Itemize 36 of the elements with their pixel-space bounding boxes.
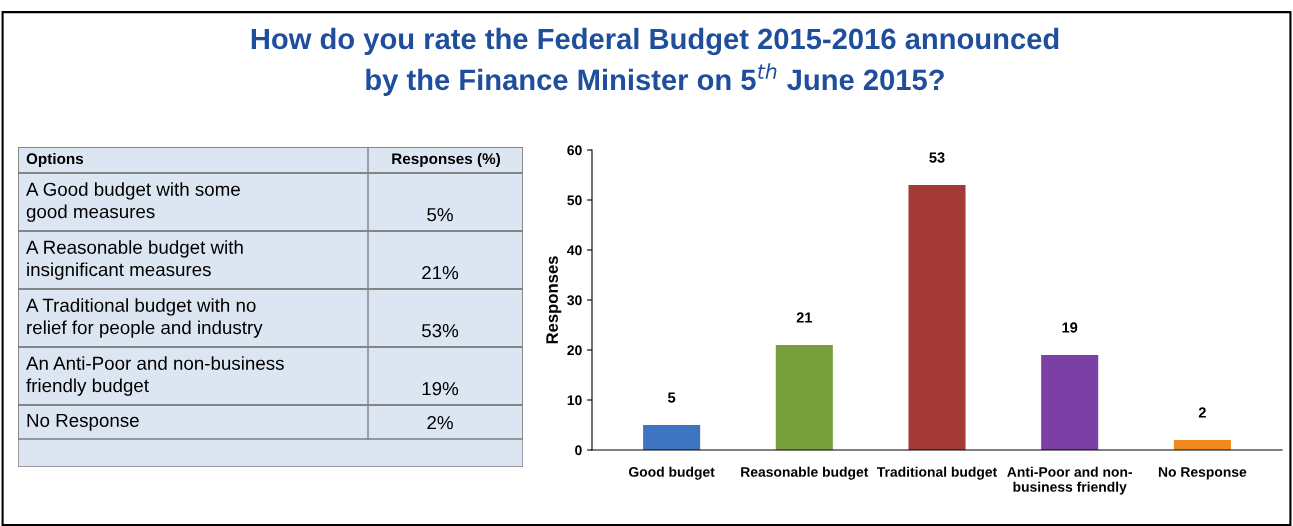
text: 2%	[427, 416, 453, 430]
category-label: An Anti-Poor and non-business friendly budget	[26, 356, 284, 396]
y-tick-label: 10	[567, 395, 582, 406]
x-tick-label: Reasonable budget	[741, 466, 869, 480]
category-label: A Reasonable budget with insignificant measures	[26, 240, 243, 280]
text: 5%	[427, 208, 453, 222]
y-axis-title: Responses	[546, 256, 562, 344]
y-tick-label: 60	[567, 145, 582, 156]
category-label: A Traditional budget with no relief for people and industry	[26, 298, 263, 338]
x-tick-label: No Response	[1158, 467, 1247, 480]
text: 53%	[421, 324, 459, 338]
bar	[1173, 440, 1231, 450]
y-tick-label: 0	[575, 445, 582, 456]
y-tick-label: 20	[567, 345, 582, 356]
data-label: 5	[668, 392, 676, 403]
bar	[1041, 355, 1099, 450]
category-label: No Response	[27, 413, 139, 431]
chart-title: How do you rate the Federal Budget 2015-2016 announced by the Finance Minister on 5$^{th}$ June 2015?	[251, 27, 1059, 96]
bar	[643, 425, 701, 450]
y-tick-label: 40	[567, 245, 582, 256]
text: Responses (%)	[392, 152, 500, 168]
data-label: 2	[1198, 407, 1206, 418]
y-tick-label: 30	[567, 295, 582, 306]
x-tick-label: Anti-Poor and non- business friendly	[1007, 466, 1133, 495]
x-tick-label: Good budget	[628, 466, 715, 480]
category-label: A Good budget with some good measures	[26, 182, 240, 222]
text: 19%	[422, 382, 459, 396]
y-tick-label: 50	[567, 195, 582, 206]
data-label: 21	[796, 312, 813, 323]
data-label: 53	[929, 152, 945, 163]
x-tick-label: Traditional budget	[876, 466, 998, 480]
bar	[775, 345, 833, 450]
data-label: 19	[1062, 322, 1078, 333]
bar	[908, 185, 966, 450]
text: 21%	[422, 266, 459, 280]
text: Options	[26, 152, 84, 168]
